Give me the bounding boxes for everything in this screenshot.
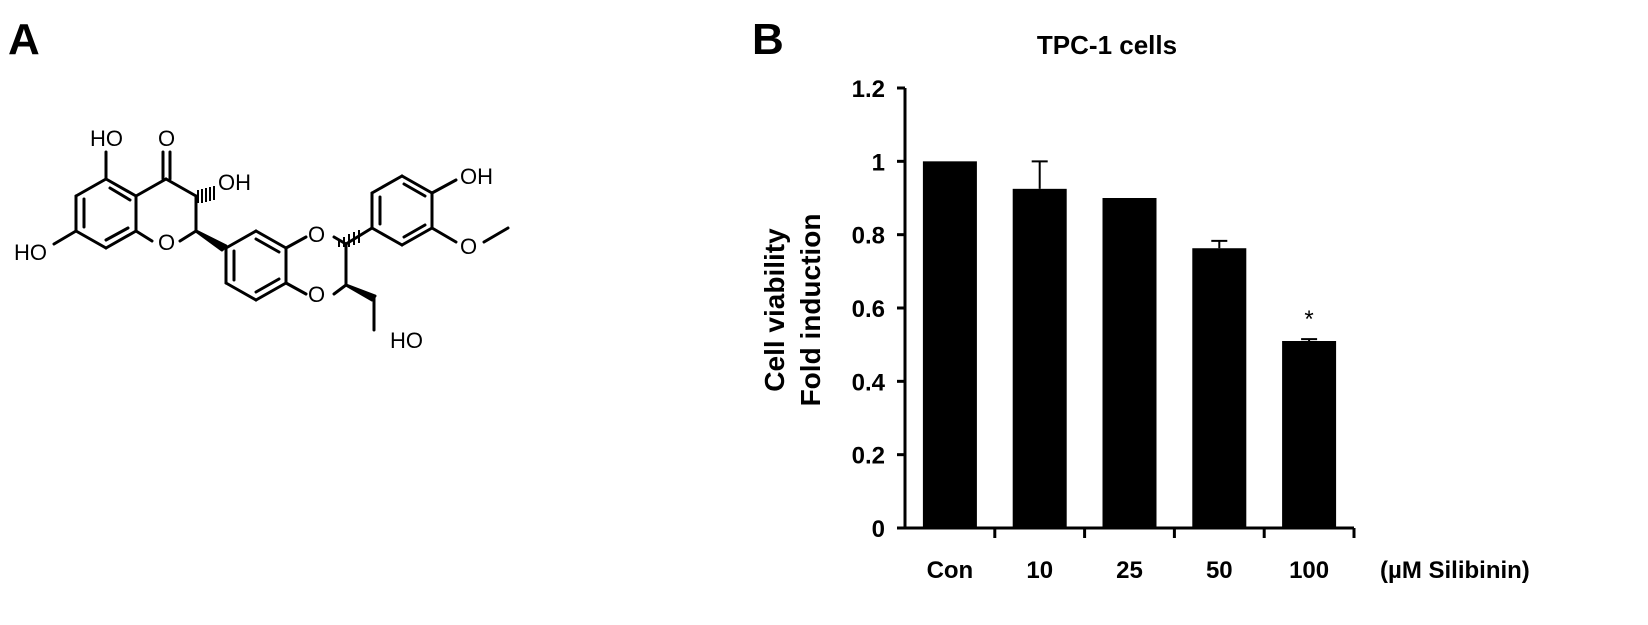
atom-o-methoxy: O (460, 234, 477, 259)
x-tick-label: 25 (1116, 557, 1143, 584)
atom-ho-left: HO (14, 240, 47, 265)
atom-o-dioxane-bottom: O (308, 282, 325, 307)
atom-ho-ch2: HO (390, 328, 423, 353)
y-axis-ticks: 0 0.2 0.4 0.6 0.8 1 1.2 (852, 76, 905, 543)
x-tick-label: Con (927, 557, 974, 584)
y-tick-label: 1.2 (852, 76, 885, 103)
y-tick-label: 0 (872, 516, 885, 543)
y-axis-label-line2: Fold induction (795, 214, 826, 407)
atom-o-keto: O (158, 126, 175, 151)
bar (1282, 341, 1337, 528)
y-tick-label: 0.4 (852, 369, 886, 396)
y-tick-label: 0.8 (852, 223, 885, 250)
atom-ho-top: HO (90, 126, 123, 151)
y-axis-label-line1: Cell viability (759, 228, 790, 392)
atom-oh-phenol: OH (460, 164, 493, 189)
y-tick-label: 0.6 (852, 296, 885, 323)
bar (922, 161, 977, 529)
viability-chart: TPC-1 cells Cell viability Fold inductio… (759, 30, 1530, 584)
chart-title: TPC-1 cells (1037, 30, 1177, 60)
bar (1192, 248, 1247, 528)
atom-o-ring: O (158, 230, 175, 255)
significance-marker: * (1304, 306, 1313, 333)
bars: * (922, 160, 1337, 529)
x-tick-label: 100 (1289, 557, 1329, 584)
atom-oh-c3: OH (218, 170, 251, 195)
x-axis-ticks: Con 10 25 50 100 (927, 528, 1356, 584)
panel-label-b: B (752, 15, 784, 64)
x-tick-label: 10 (1026, 557, 1053, 584)
x-tick-label: 50 (1206, 557, 1233, 584)
bar (1102, 198, 1157, 528)
y-tick-label: 0.2 (852, 443, 885, 470)
y-tick-label: 1 (872, 149, 885, 176)
bar (1012, 188, 1067, 529)
x-axis-label: (µM Silibinin) (1380, 557, 1530, 584)
atom-o-dioxane-top: O (308, 222, 325, 247)
silibinin-structure: HO O OH HO O O O OH O HO (14, 126, 510, 353)
panel-label-a: A (8, 15, 40, 64)
